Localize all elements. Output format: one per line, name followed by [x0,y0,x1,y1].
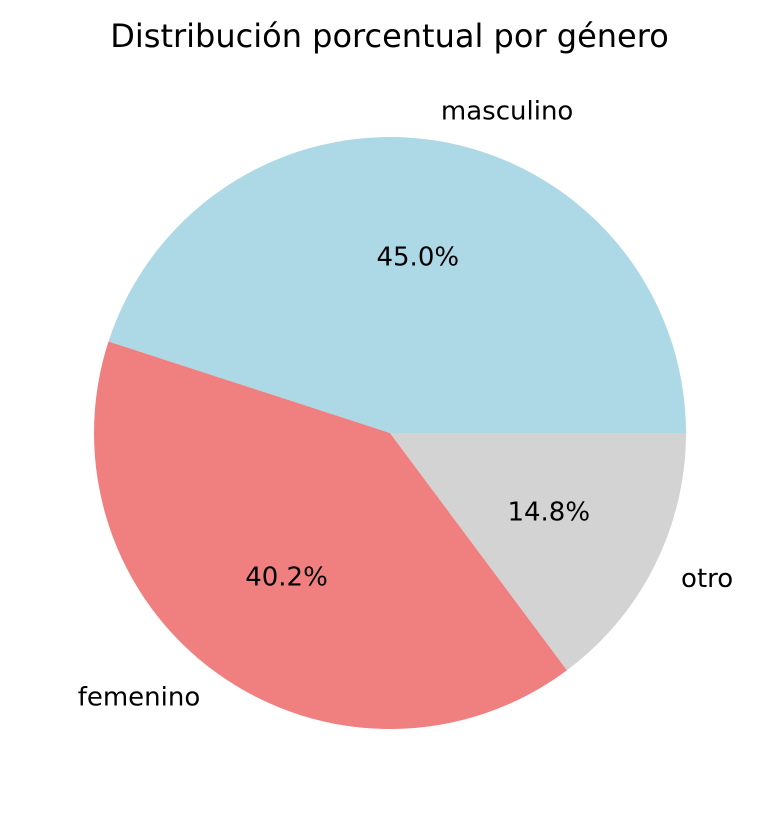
pie-slice-otro [390,433,686,671]
pie-slice-femenino [94,341,567,730]
pie-slice-masculino [108,137,686,433]
percentage-labels: 45.0% 40.2% 14.8% [245,243,590,593]
percentage-label-femenino: 40.2% [245,562,328,592]
category-label-masculino: masculino [441,96,573,126]
category-labels: masculino femenino otro [78,96,733,712]
pie-slices [94,137,686,730]
chart-title: Distribución porcentual por género [110,17,669,55]
percentage-label-masculino: 45.0% [376,243,459,273]
category-label-otro: otro [681,564,733,594]
percentage-label-otro: 14.8% [507,498,590,528]
category-label-femenino: femenino [78,683,201,713]
